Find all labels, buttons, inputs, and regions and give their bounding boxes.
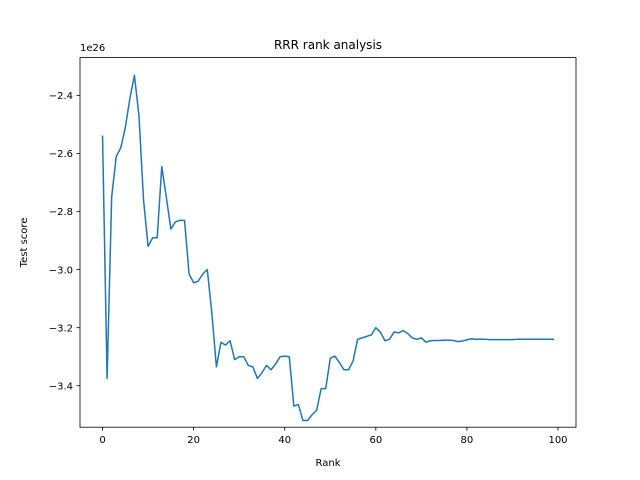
y-tick-label: −3.4 xyxy=(49,381,73,392)
y-tick-label: −3.0 xyxy=(49,265,73,276)
y-tick-label: −2.6 xyxy=(49,149,73,160)
x-tick-label: 100 xyxy=(548,435,567,446)
x-axis-label: Rank xyxy=(316,458,341,469)
chart-title: RRR rank analysis xyxy=(274,38,382,52)
y-axis-label: Test score xyxy=(19,218,30,269)
x-tick-label: 40 xyxy=(278,435,291,446)
x-tick-label: 80 xyxy=(461,435,474,446)
x-tick-label: 60 xyxy=(369,435,382,446)
y-tick-label: −3.2 xyxy=(49,323,73,334)
y-axis-ticks: −3.4 −3.2 −3.0 −2.8 −2.6 −2.4 xyxy=(49,91,80,392)
series-line-0 xyxy=(101,74,555,422)
x-axis-ticks: 0 20 40 60 80 100 xyxy=(99,427,568,446)
x-tick-label: 20 xyxy=(187,435,200,446)
x-tick-label: 0 xyxy=(99,435,105,446)
y-tick-label: −2.4 xyxy=(49,91,73,102)
axes-frame xyxy=(79,57,577,428)
y-axis-offset-label: 1e26 xyxy=(80,43,105,54)
plot-layer xyxy=(101,74,555,422)
y-tick-label: −2.8 xyxy=(49,207,73,218)
